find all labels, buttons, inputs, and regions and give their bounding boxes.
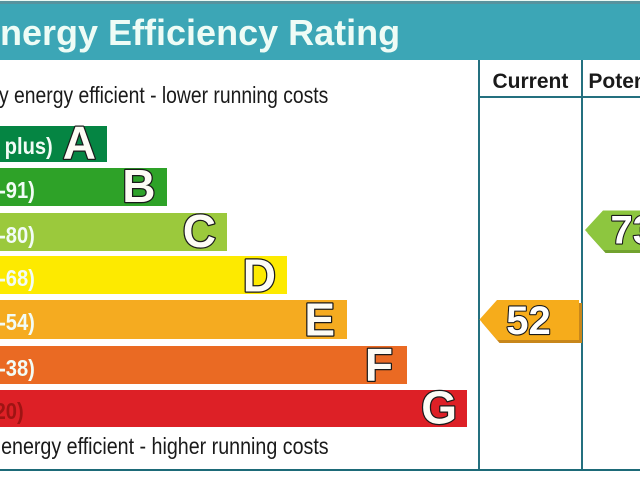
svg-text:D: D: [243, 250, 276, 302]
svg-text:B: B: [122, 160, 155, 212]
svg-text:A: A: [63, 117, 96, 169]
svg-text:F: F: [365, 339, 393, 391]
svg-text:73: 73: [611, 209, 640, 253]
svg-text:G: G: [421, 382, 457, 434]
svg-text:52: 52: [506, 299, 551, 343]
svg-text:E: E: [304, 294, 335, 346]
svg-text:C: C: [183, 205, 216, 257]
